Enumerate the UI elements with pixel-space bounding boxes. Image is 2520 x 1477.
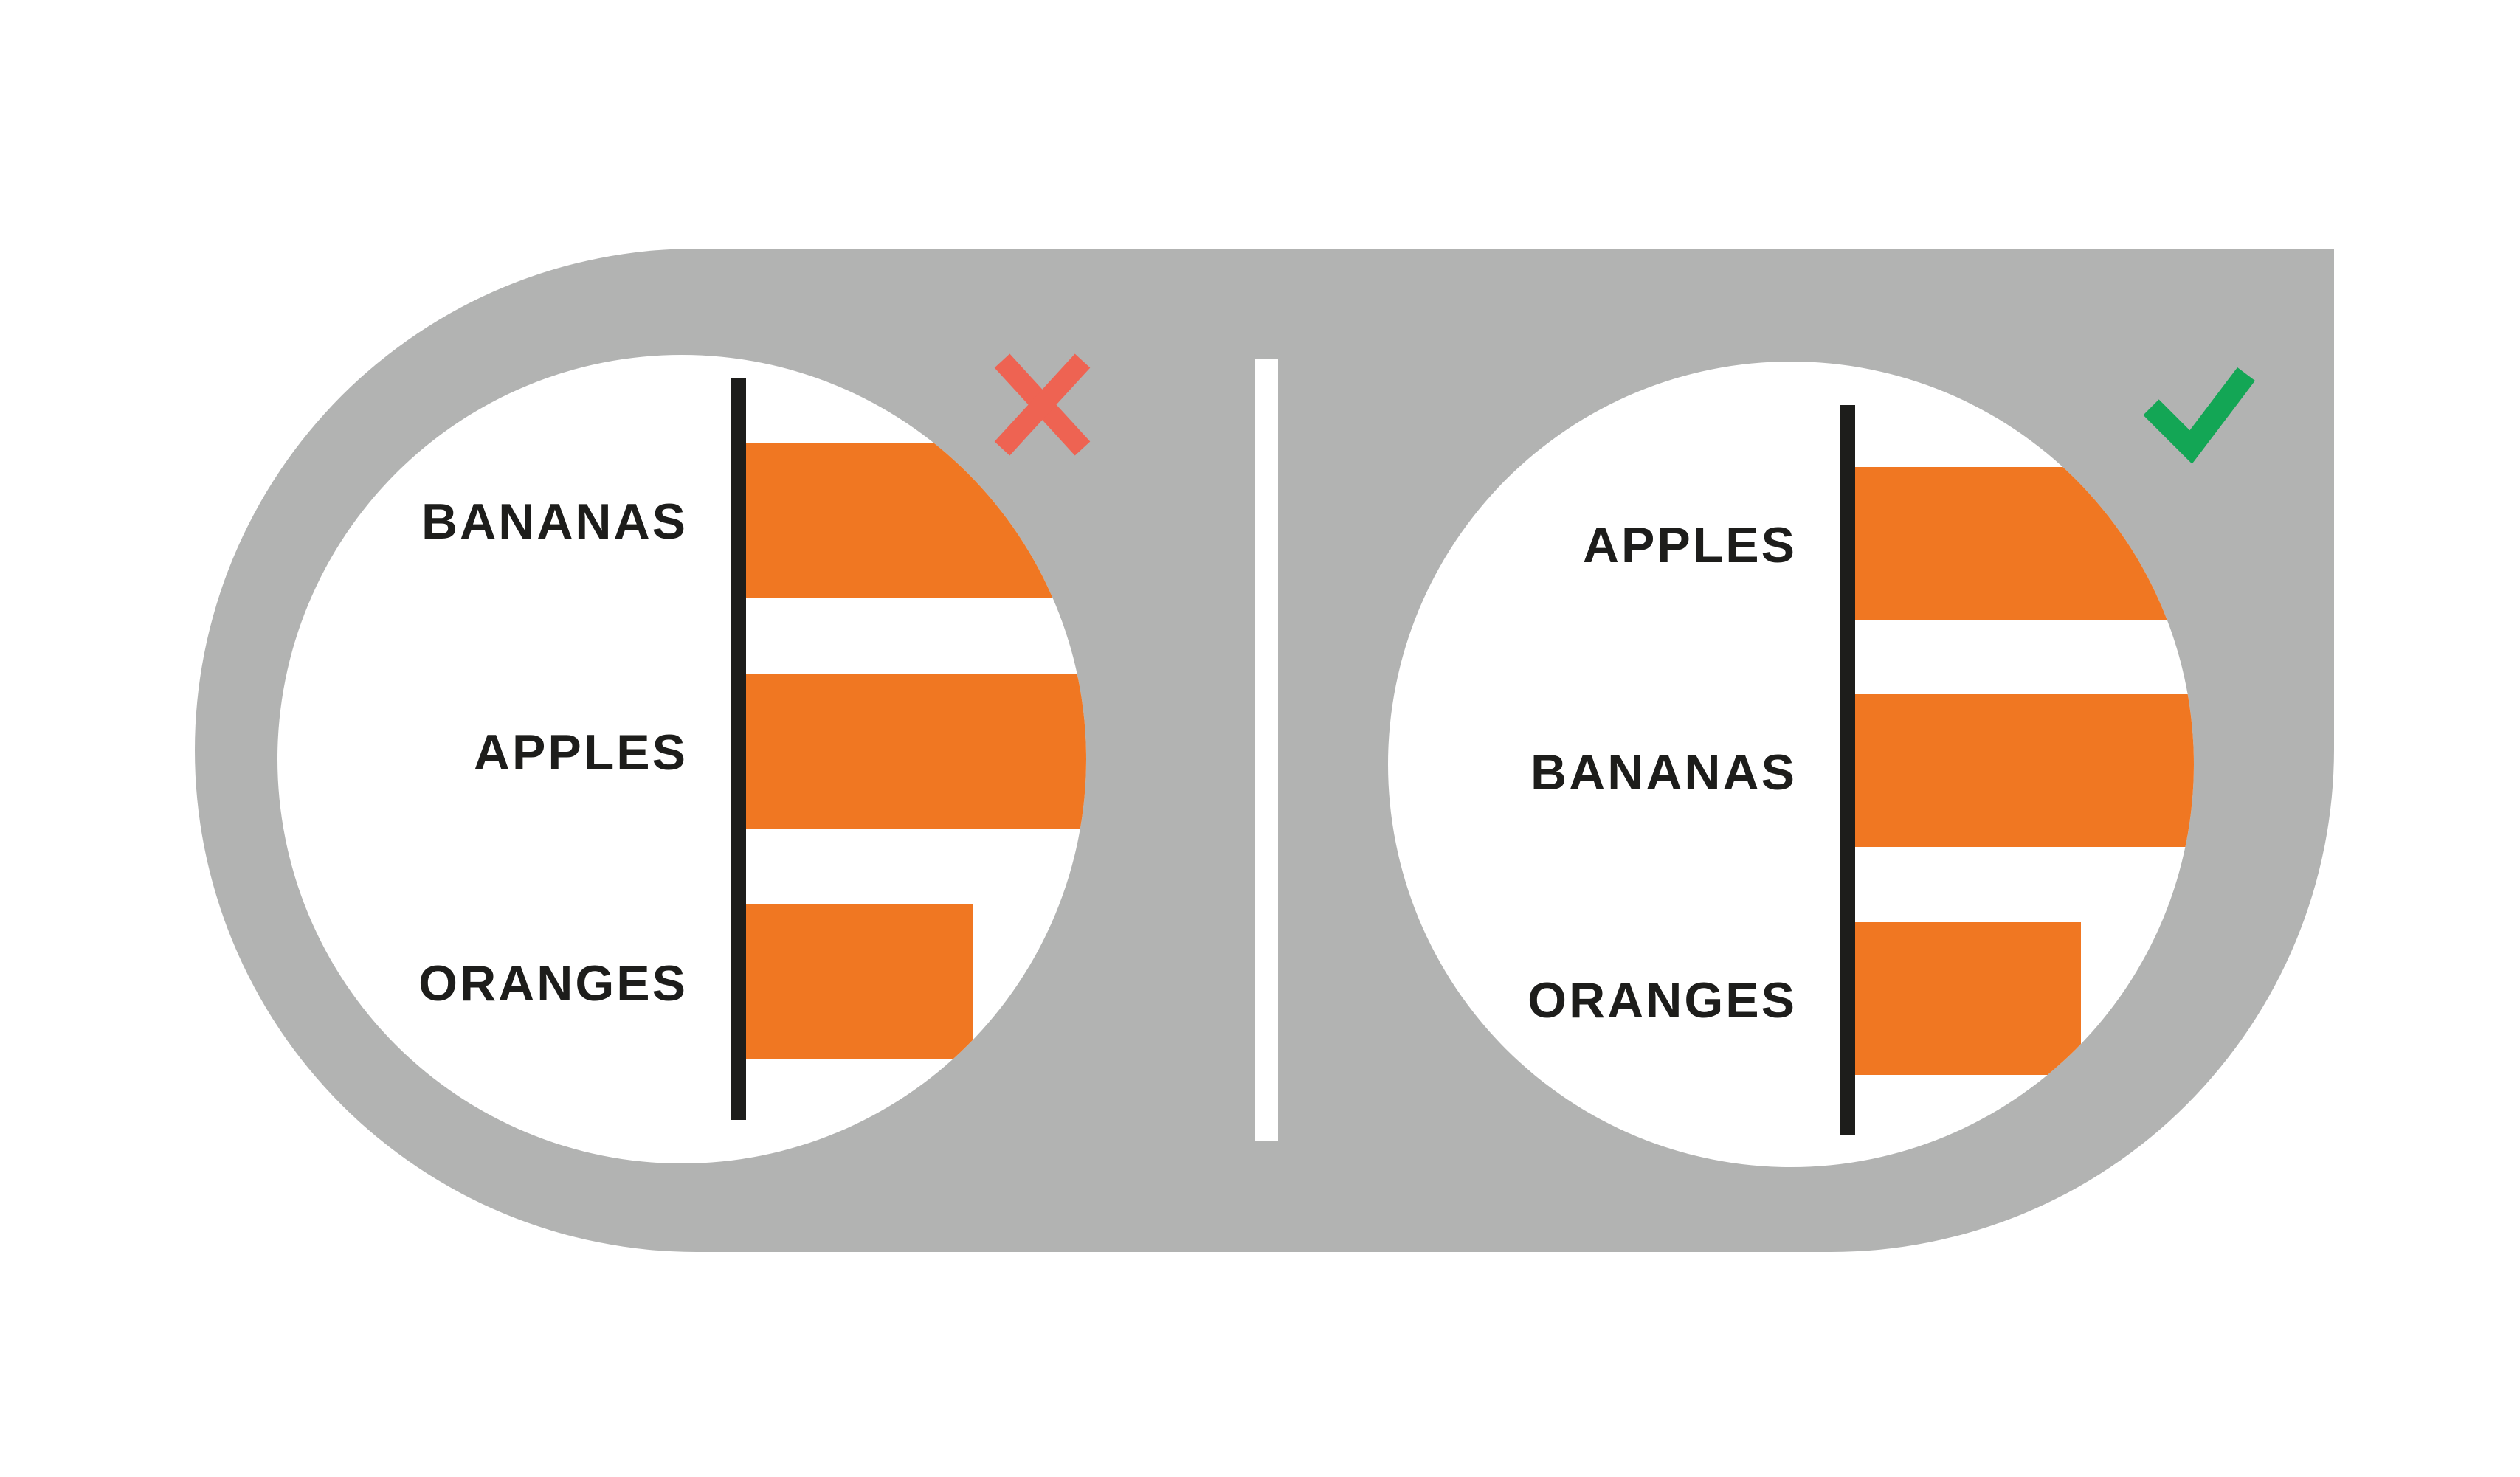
checkmark-icon [2143, 367, 2255, 464]
label-bananas: BANANAS [421, 494, 688, 550]
bar-oranges [1855, 922, 2081, 1075]
left-chart-axis [731, 378, 746, 1120]
wrong-example-panel: BANANAS APPLES ORANGES [277, 353, 1091, 1163]
panel-divider [1255, 359, 1278, 1141]
left-category-labels: BANANAS APPLES ORANGES [418, 494, 688, 1011]
label-bananas: BANANAS [1530, 744, 1797, 800]
label-apples: APPLES [474, 724, 688, 781]
label-apples: APPLES [1583, 517, 1797, 573]
label-oranges: ORANGES [1527, 972, 1797, 1028]
bar-oranges [746, 904, 973, 1059]
bar-bananas [1855, 694, 2194, 847]
bar-apples [746, 674, 1086, 829]
cross-icon [994, 353, 1091, 456]
right-chart-axis [1840, 405, 1855, 1135]
right-category-labels: APPLES BANANAS ORANGES [1527, 517, 1797, 1028]
label-oranges: ORANGES [418, 955, 688, 1011]
